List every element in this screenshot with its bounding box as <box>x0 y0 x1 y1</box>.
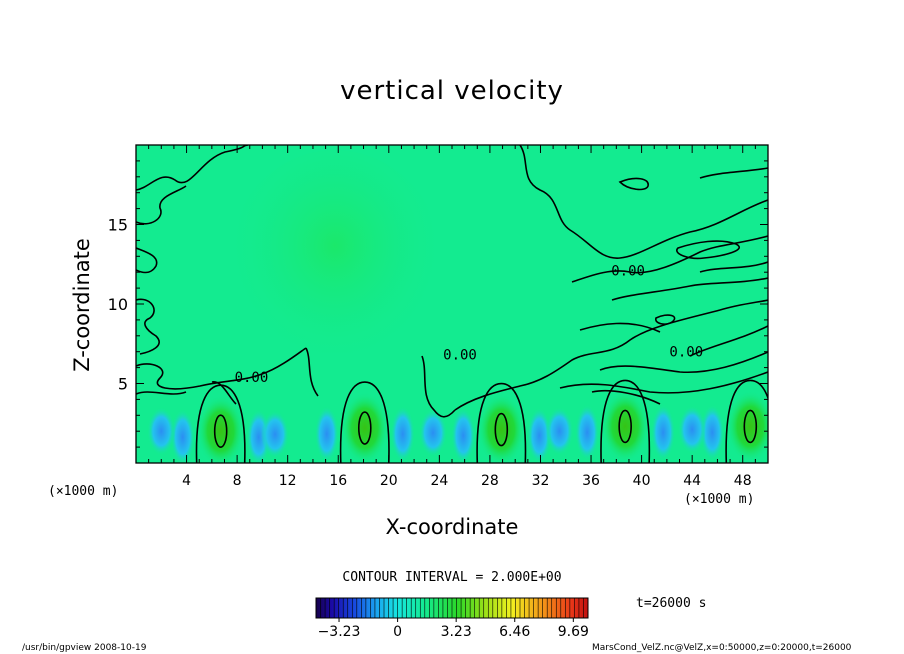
updraft-core <box>601 390 650 463</box>
colorbar-tick-label: 0 <box>393 624 402 640</box>
updraft-core <box>196 395 245 463</box>
y-tick-label: 10 <box>108 295 128 314</box>
contour-line <box>676 240 740 260</box>
contour-line <box>136 298 160 355</box>
x-tick-label: 36 <box>582 473 600 489</box>
downdraft <box>700 404 725 461</box>
colorbar-tick-label: 9.69 <box>558 624 589 640</box>
contour-line <box>559 371 768 394</box>
x-tick-label: 40 <box>633 473 651 489</box>
x-tick-label: 12 <box>279 473 297 489</box>
updraft-core <box>340 392 389 463</box>
field-layer <box>136 145 800 463</box>
contour-line <box>211 381 237 405</box>
contour-line <box>699 261 768 273</box>
contour-line <box>136 391 187 395</box>
contour-line <box>655 314 676 325</box>
colorbar-tick-label: −3.23 <box>318 624 361 640</box>
y-tick-label: 5 <box>118 375 128 394</box>
contour-label: 0.00 <box>669 344 703 360</box>
time-label: t=26000 s <box>636 596 707 611</box>
x-tick-label: 44 <box>683 473 701 489</box>
updraft-inner-contour <box>743 409 758 444</box>
updraft-inner-contour <box>213 414 228 449</box>
contour-line <box>136 247 158 274</box>
footer-right: MarsCond_VelZ.nc@VelZ,x=0:50000,z=0:2000… <box>592 643 852 653</box>
plume-shading <box>225 150 445 390</box>
x-unit-label: (×1000 m) <box>48 484 119 499</box>
colorbar-labels: −3.23 0 3.23 6.46 9.69 <box>318 618 589 640</box>
downdraft <box>390 406 415 463</box>
updraft-inner-contour <box>357 411 372 445</box>
contour-label: 0.00 <box>443 348 477 364</box>
colorbar-tick-label: 3.23 <box>441 624 472 640</box>
updraft-contour <box>600 379 651 463</box>
contour-lines <box>136 145 768 418</box>
updraft-inner-contour <box>618 409 632 444</box>
x-tick-label: 16 <box>329 473 347 489</box>
updraft-contour <box>339 381 390 463</box>
contour-line <box>699 167 768 179</box>
updraft-contour <box>476 382 527 463</box>
downdraft <box>147 407 176 456</box>
contour-label: 0.00 <box>611 263 645 279</box>
core-contours <box>195 379 768 463</box>
contour-line <box>454 299 768 411</box>
x-tick-label: 48 <box>734 473 752 489</box>
x-axis-label: X-coordinate <box>385 515 519 539</box>
contour-line <box>421 355 456 418</box>
contour-label-layer: 0.00 0.00 0.00 0.00 <box>235 263 704 386</box>
contour-label: 0.00 <box>235 370 269 386</box>
contour-line <box>571 235 768 283</box>
x-tick-label: 4 <box>182 473 191 489</box>
downdraft <box>261 410 290 459</box>
chart-title: vertical velocity <box>340 76 564 106</box>
x-tick-label: 32 <box>532 473 550 489</box>
contour-line <box>305 347 319 397</box>
updraft-inner-contour <box>494 412 509 447</box>
downdraft <box>651 404 676 461</box>
contour-line <box>136 185 187 225</box>
x-tick-label: 8 <box>233 473 242 489</box>
y-axis-label: Z-coordinate <box>70 238 94 372</box>
x-tick-label: 24 <box>430 473 448 489</box>
updraft-layer <box>196 390 768 463</box>
x-unit-label-right: (×1000 m) <box>684 492 755 507</box>
y-tick-label: 15 <box>108 216 128 235</box>
contour-line <box>519 145 768 259</box>
downdraft <box>678 405 707 454</box>
updraft-contour <box>725 379 768 463</box>
colorbar-frame <box>315 597 589 619</box>
colorbar-tick-label: 6.46 <box>499 624 530 640</box>
contour-line <box>136 145 249 191</box>
updraft-contour <box>195 384 246 463</box>
x-tick-label: 28 <box>481 473 499 489</box>
contour-line <box>591 389 661 405</box>
downdraft <box>776 404 800 460</box>
contour-line <box>136 347 307 390</box>
contour-line <box>689 325 768 357</box>
downdraft-layer <box>147 404 800 463</box>
downdraft <box>451 407 476 463</box>
x-tick-label: 20 <box>380 473 398 489</box>
downdraft <box>527 407 552 463</box>
colorbar-divisions <box>320 598 584 618</box>
contour-line <box>579 322 661 333</box>
downdraft <box>314 406 339 463</box>
updraft-core <box>477 393 526 463</box>
downdraft <box>575 404 600 461</box>
contour-line <box>618 177 649 191</box>
downdraft <box>419 408 448 457</box>
axis-ticks <box>136 145 768 463</box>
downdraft <box>545 407 574 456</box>
footer-left: /usr/bin/gpview 2008-10-19 <box>22 643 147 653</box>
contour-line <box>611 277 768 301</box>
contour-interval-text: CONTOUR INTERVAL = 2.000E+00 <box>342 570 562 585</box>
downdraft <box>170 409 195 463</box>
updraft-core <box>726 390 768 463</box>
contour-line <box>599 351 768 374</box>
